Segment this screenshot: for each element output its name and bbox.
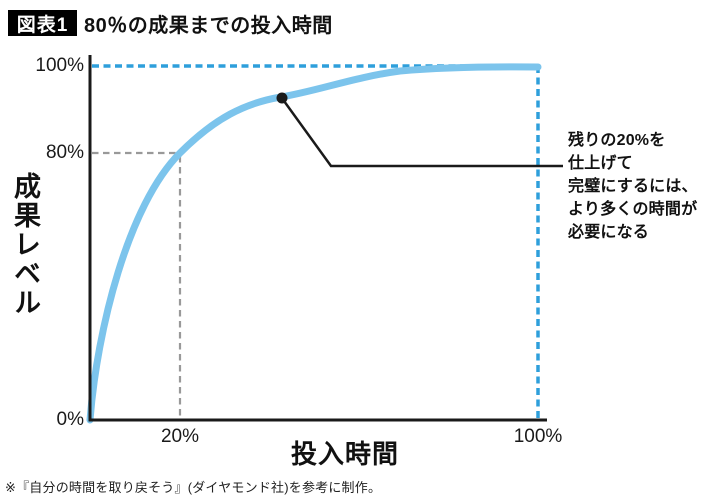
figure-title: 80％の成果までの投入時間 [84,14,333,37]
figure-number-label: 図表1 [16,14,69,36]
annotation-line-4: より多くの時間が [568,201,698,218]
x-tick-20: 20% [160,426,200,447]
y-tick-80: 80% [45,142,84,163]
annotation-callout-line [282,100,563,168]
y-axis-title: 成果レベル [10,172,40,317]
y-tick-100: 100% [35,55,84,76]
x-axis-title: 投入時間 [290,439,399,469]
performance-curve [86,63,542,424]
annotation-line-3: 完璧にするには、 [568,178,698,195]
annotation-text: 残りの20%を 仕上げて 完璧にするには、 より多くの時間が 必要になる [568,129,710,244]
annotation-line-5: 必要になる [568,224,650,241]
figure-number-badge: 図表1 [8,10,77,36]
origin-tick-0: 0% [56,409,84,430]
x-tick-100: 100% [513,426,563,447]
annotation-line-2: 仕上げて [568,155,633,172]
source-note: ※『自分の時間を取り戻そう』(ダイヤモンド社)を参考に制作。 [5,480,382,495]
annotation-line-1: 残りの20%を [568,132,666,149]
